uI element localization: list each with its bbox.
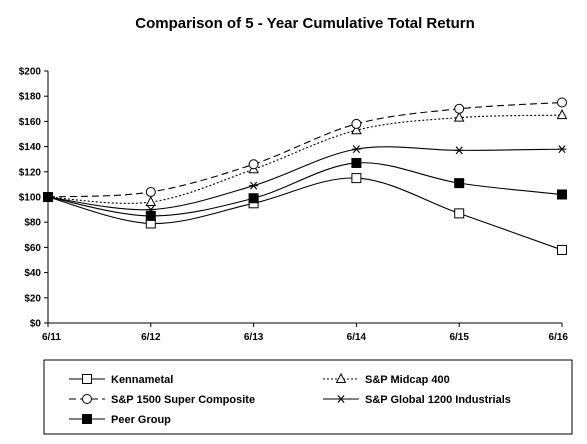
- asterisk-marker: [351, 145, 361, 154]
- open-circle-marker: [454, 103, 465, 114]
- x-tick-label: 6/13: [244, 332, 264, 343]
- asterisk-marker: [454, 146, 464, 155]
- open-circle-marker: [82, 394, 92, 404]
- open-square-marker: [82, 374, 92, 384]
- series-line: [47, 177, 563, 251]
- open-circle-marker: [145, 186, 156, 197]
- y-tick-label: $40: [24, 268, 41, 279]
- filled-square-marker: [557, 189, 567, 200]
- filled-square-marker: [82, 414, 92, 424]
- series-layer: [42, 97, 568, 255]
- filled-square-marker: [145, 210, 156, 221]
- open-triangle-marker: [335, 372, 347, 383]
- y-tick-label: $60: [24, 243, 41, 254]
- open-square-marker: [557, 244, 567, 255]
- x-tick-label: 6/15: [449, 332, 469, 343]
- series-0: [43, 173, 567, 255]
- legend-box: [43, 359, 573, 435]
- legend-label: S&P 1500 Super Composite: [111, 394, 255, 406]
- legend-label: Peer Group: [111, 414, 171, 426]
- series-1: [42, 109, 568, 207]
- y-tick-label: $80: [24, 218, 41, 229]
- legend-label: Kennametal: [111, 374, 173, 386]
- series-2: [43, 97, 567, 202]
- y-tick-label: $100: [19, 193, 42, 204]
- series-3: [43, 145, 567, 214]
- series-4: [43, 157, 567, 221]
- y-tick-label: $180: [19, 92, 42, 103]
- y-tick-label: $120: [19, 167, 42, 178]
- filled-square-marker: [351, 157, 362, 168]
- x-tick-label: 6/16: [549, 332, 569, 343]
- asterisk-marker: [249, 181, 259, 190]
- legend-item: S&P Midcap 400: [323, 372, 450, 386]
- legend: Kennametal S&P Midcap 400 S&P 1500 Super C…: [69, 372, 511, 426]
- y-tick-label: $20: [24, 293, 41, 304]
- filled-square-marker: [43, 192, 53, 202]
- asterisk-marker: [557, 145, 567, 154]
- legend-item: Peer Group: [69, 414, 171, 426]
- open-triangle-marker: [556, 109, 568, 120]
- legend-item: Kennametal: [69, 374, 173, 386]
- series-line: [47, 101, 563, 198]
- filled-square-marker: [454, 178, 465, 189]
- legend-item: S&P 1500 Super Composite: [69, 394, 255, 406]
- series-line: [47, 162, 563, 217]
- open-square-marker: [351, 173, 362, 184]
- y-tick-label: $0: [30, 319, 42, 330]
- x-tick-label: 6/12: [141, 332, 161, 343]
- y-tick-label: $200: [19, 67, 42, 78]
- y-tick-label: $160: [19, 117, 42, 128]
- filled-square-marker: [248, 193, 259, 204]
- legend-label: S&P Global 1200 Industrials: [365, 394, 511, 406]
- open-triangle-marker: [453, 111, 465, 122]
- asterisk-marker: [336, 395, 346, 403]
- open-square-marker: [454, 208, 465, 219]
- open-triangle-marker: [145, 195, 157, 207]
- open-circle-marker: [248, 159, 259, 170]
- open-triangle-marker: [351, 124, 362, 135]
- y-tick-label: $140: [19, 142, 42, 153]
- legend-item: S&P Global 1200 Industrials: [323, 394, 511, 406]
- open-circle-marker: [557, 97, 567, 108]
- legend-label: S&P Midcap 400: [365, 374, 450, 386]
- series-line: [47, 146, 563, 211]
- axes: $0 $20 $40 $60 $80 $100 $120 $140 $160 $180 $200 6/…: [19, 67, 569, 344]
- x-tick-label: 6/11: [42, 332, 61, 343]
- open-circle-marker: [351, 118, 362, 129]
- chart-title: Comparison of 5 - Year Cumulative Total …: [135, 15, 475, 32]
- x-tick-label: 6/14: [347, 332, 367, 343]
- series-line: [47, 114, 563, 204]
